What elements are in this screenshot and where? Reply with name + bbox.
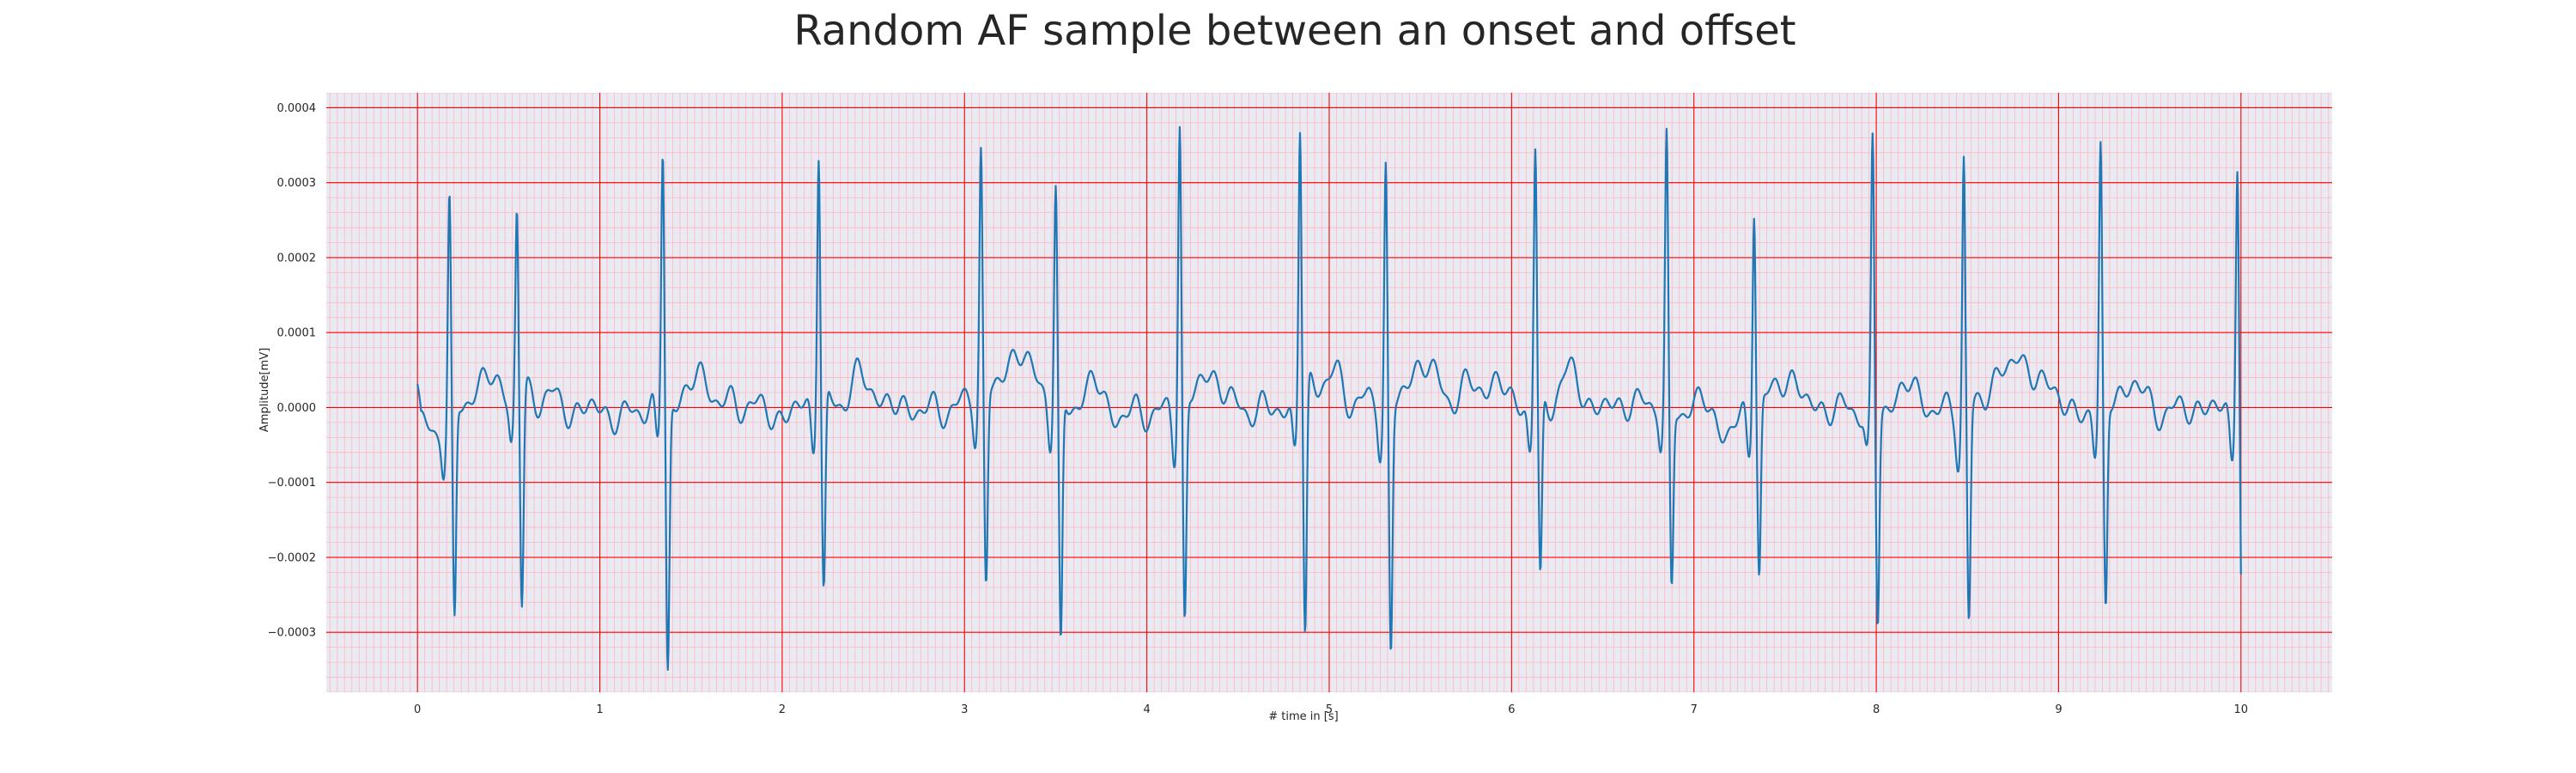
x-axis-label: # time in [s]: [1268, 710, 1338, 723]
chart-title: Random AF sample between an onset and of…: [793, 7, 1795, 55]
y-tick-label: 0.0002: [277, 252, 317, 265]
x-tick-label: 1: [596, 703, 603, 716]
x-tick-label: 7: [1691, 703, 1698, 716]
x-tick-label: 9: [2055, 703, 2062, 716]
x-tick-label: 0: [414, 703, 421, 716]
x-tick-label: 2: [779, 703, 786, 716]
x-tick-label: 6: [1508, 703, 1515, 716]
y-tick-label: −0.0001: [268, 477, 316, 490]
x-tick-label: 10: [2234, 703, 2249, 716]
x-tick-label: 3: [961, 703, 968, 716]
y-tick-label: −0.0002: [268, 551, 316, 564]
y-tick-label: 0.0004: [277, 102, 317, 115]
x-tick-label: 5: [1326, 703, 1333, 716]
plot-area: 0 1 2 3 4 5 6 7 8 9 10 −0.0003 −0.0002 −0.0001 0.0000 0…: [268, 93, 2332, 716]
ecg-series-line: [416, 125, 2242, 671]
x-tick-label: 4: [1143, 703, 1150, 716]
y-tick-label: 0.0003: [277, 177, 317, 190]
y-tick-label: 0.0000: [277, 402, 317, 415]
y-axis-label: Amplitude[mV]: [258, 348, 271, 432]
x-tick-label: 8: [1873, 703, 1880, 716]
y-tick-label: −0.0003: [268, 627, 316, 640]
y-tick-label: 0.0001: [277, 327, 317, 340]
